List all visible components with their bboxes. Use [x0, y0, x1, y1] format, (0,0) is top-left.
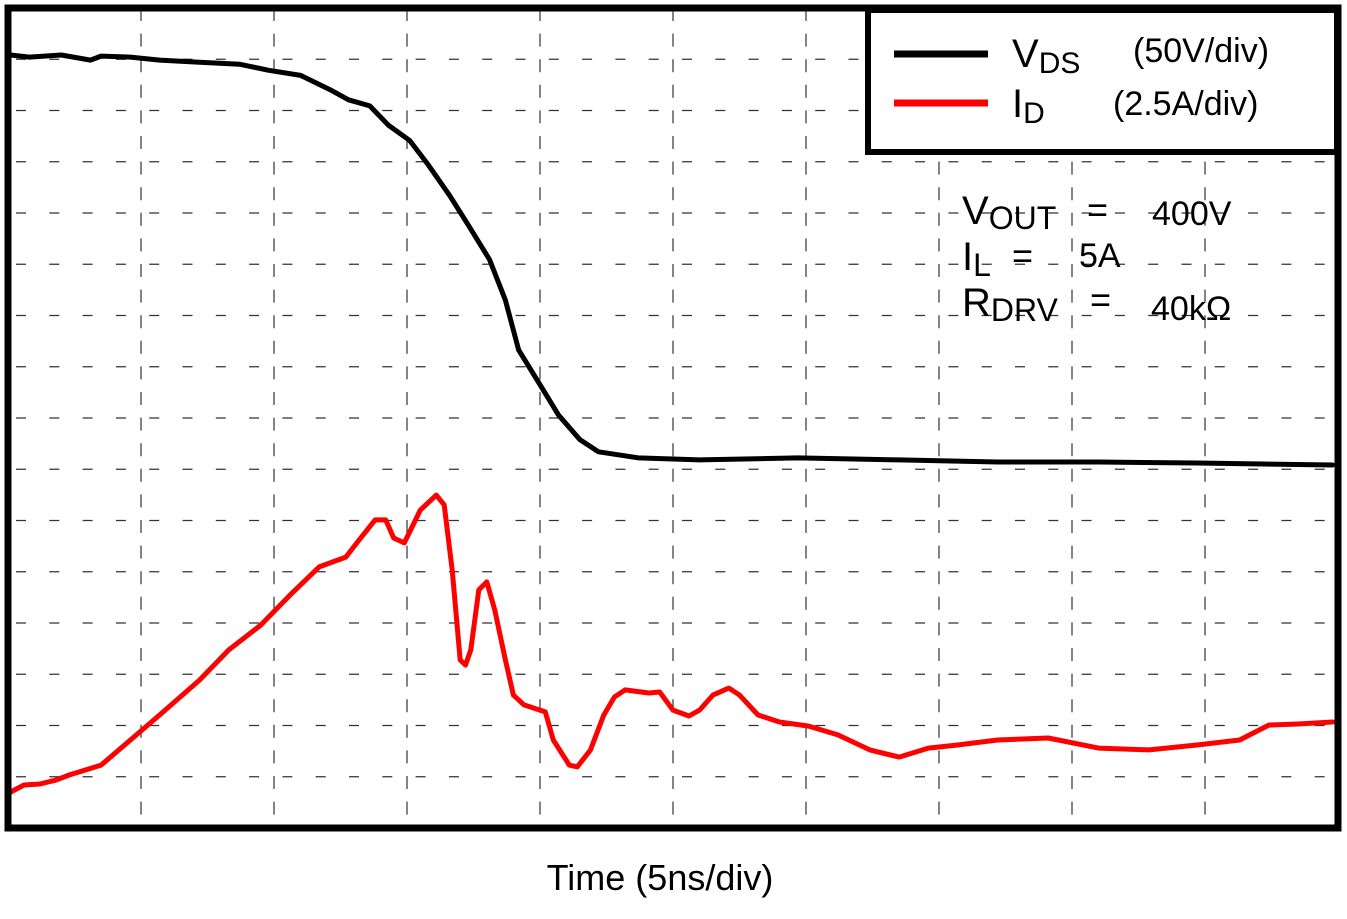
legend-label-id: ID [1012, 82, 1045, 130]
annotation-il: IL [962, 235, 991, 283]
plot-frame [4, 4, 1342, 832]
trace-id [8, 492, 1336, 795]
legend-scale-vds: (50V/div) [1133, 32, 1269, 70]
annotation-rdrv-value: 40kΩ [1151, 290, 1231, 328]
trace-vds [8, 52, 1336, 468]
annotation-il-eq: = [1012, 235, 1033, 276]
annotation-rdrv-eq: = [1090, 279, 1111, 320]
annotation-il-value: 5A [1079, 237, 1121, 275]
legend: VDS (50V/div) ID (2.5A/div) [865, 7, 1340, 155]
traces [8, 52, 1336, 795]
annotation-rdrv: RDRV [962, 281, 1059, 328]
annotation-vout-eq: = [1087, 189, 1108, 230]
annotations: VOUT = 400V IL = 5A RDRV = 40kΩ [962, 189, 1232, 328]
x-axis-label: Time (5ns/div) [547, 857, 774, 898]
legend-scale-id: (2.5A/div) [1113, 85, 1259, 123]
annotation-vout: VOUT [962, 189, 1056, 236]
annotation-vout-value: 400V [1152, 195, 1232, 233]
legend-label-vds: VDS [1012, 32, 1080, 80]
legend-box [865, 7, 1340, 155]
